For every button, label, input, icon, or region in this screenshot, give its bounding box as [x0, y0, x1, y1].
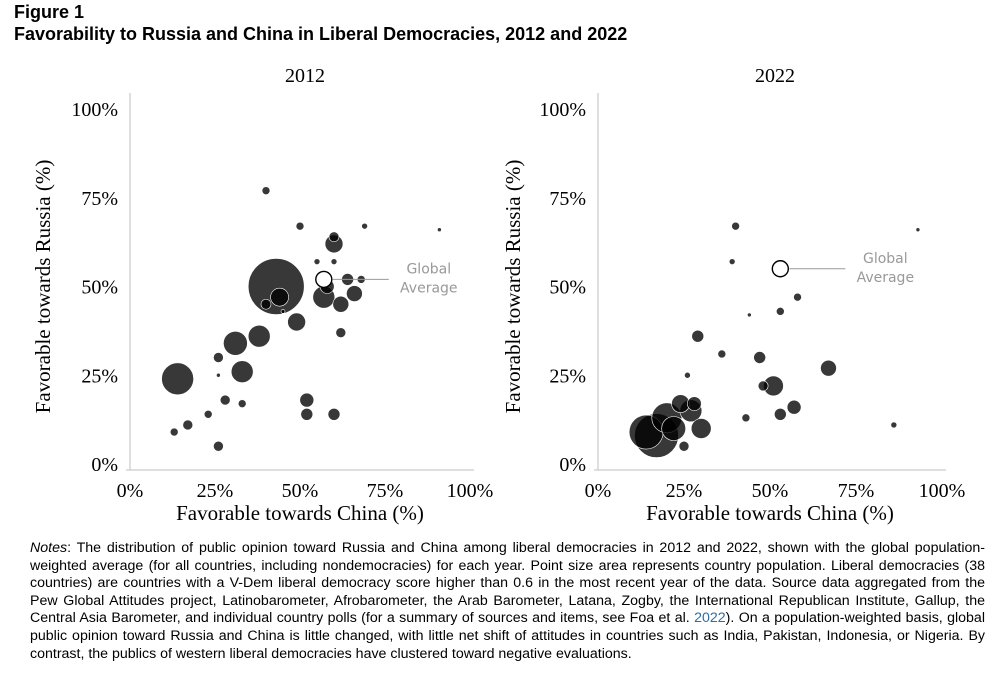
chart-2012-annotation-line-1: Global — [406, 261, 451, 277]
chart-2012-data-point — [203, 409, 213, 419]
chart-2022-x-tick-label: 75% — [838, 480, 875, 502]
chart-2022-data-point — [671, 394, 690, 413]
chart-2012-x-axis-label: Favorable towards China (%) — [176, 501, 424, 525]
notes-reference-link[interactable]: 2022 — [694, 610, 726, 627]
chart-2012-data-point — [330, 258, 338, 265]
scatter-plots: 2012 0% 25% 50% 75% 100% 0% 25% 50% 75% 100% Favora… — [31, 65, 966, 525]
chart-2012-data-point — [182, 419, 194, 431]
chart-2012-data-point — [230, 360, 254, 384]
chart-2022-y-tick-label: 50% — [549, 277, 586, 299]
chart-2022-data-point — [728, 258, 736, 265]
chart-2012-y-tick-label: 75% — [81, 188, 118, 210]
chart-2022-data-point — [690, 418, 712, 439]
chart-2022-data-point — [774, 407, 787, 421]
chart-2012-data-point — [260, 298, 272, 310]
chart-2012-data-point — [346, 285, 363, 302]
chart-2022-annotation-line-2: Average — [857, 270, 915, 286]
chart-2012-data-point — [335, 327, 347, 338]
chart-2012-global-average-marker — [315, 270, 333, 289]
chart-2022-data-point — [757, 380, 769, 392]
chart-2012-x-tick-label: 75% — [367, 480, 404, 502]
chart-2022-title: 2022 — [755, 65, 795, 87]
chart-2022-data-point — [820, 359, 837, 377]
chart-2012-data-point — [295, 221, 305, 231]
chart-2012-title: 2012 — [285, 65, 325, 87]
chart-2022-data-point — [717, 349, 727, 359]
chart-2012-data-point — [161, 362, 194, 396]
chart-2012-y-tick-label: 50% — [81, 277, 118, 299]
chart-2012-data-point — [216, 372, 221, 378]
figure-notes: Notes: The distribution of public opinio… — [30, 540, 985, 663]
chart-2012-data-point — [247, 258, 305, 315]
chart-2012-x-tick-label: 50% — [282, 480, 319, 502]
notes-tail: ). On a population-weighted basis, globa… — [30, 610, 985, 662]
chart-2012-data-point — [313, 258, 321, 265]
chart-2022-x-tick-label: 100% — [919, 480, 966, 502]
chart-2012-data-point — [169, 427, 179, 437]
chart-2022-data-point — [890, 421, 898, 429]
chart-2012-data-point — [223, 330, 248, 356]
chart-2022-data-point — [786, 399, 802, 415]
chart-2022-data-point — [684, 371, 691, 379]
chart-2012-data-point — [237, 399, 247, 408]
chart-2012-data-point — [299, 392, 315, 408]
chart-2022-data-point — [747, 312, 752, 318]
chart-2022-data-point — [741, 413, 751, 423]
chart-2022-y-axis-label: Favorable towards Russia (%) — [501, 160, 525, 414]
chart-2012-data-point — [327, 407, 341, 421]
chart-2012-data-point — [287, 312, 306, 332]
chart-2012-data-point — [213, 352, 224, 363]
chart-2022-y-tick-label: 100% — [539, 99, 586, 121]
chart-2012-x-tick-label: 0% — [117, 480, 144, 502]
chart-2012-data-point — [270, 287, 289, 307]
chart-2022-x-axis-label: Favorable towards China (%) — [646, 501, 894, 525]
chart-2022-data-point — [915, 227, 921, 232]
chart-2012-x-tick-label: 25% — [197, 480, 234, 502]
chart-2012-y-tick-label: 100% — [71, 99, 118, 121]
chart-2012-data-point — [332, 295, 350, 313]
chart-2022-data-point — [753, 351, 766, 364]
notes-lead: Notes — [30, 540, 68, 556]
chart-2022-data-point — [678, 440, 690, 452]
chart-2022-x-tick-label: 0% — [585, 480, 612, 502]
chart-2012-data-point — [219, 394, 231, 406]
chart-2012-data-point — [280, 309, 286, 314]
chart-2022-data-point — [776, 307, 785, 316]
chart-2022-annotation-line-1: Global — [863, 251, 908, 267]
chart-2022-data-point — [731, 221, 740, 231]
chart-2022-data-point — [661, 416, 686, 441]
chart-2022-data-point — [687, 396, 702, 411]
chart-2022-global-average-marker — [771, 260, 790, 278]
chart-2022-x-tick-label: 25% — [666, 480, 703, 502]
chart-2012-data-point — [261, 186, 271, 195]
chart-2012-data-point — [247, 324, 271, 348]
chart-2012-y-axis-label: Favorable towards Russia (%) — [31, 160, 55, 414]
chart-2022-y-tick-label: 25% — [549, 365, 586, 387]
chart-2012-data-point — [437, 227, 442, 232]
chart-2022-y-tick-label: 75% — [549, 188, 586, 210]
chart-2012-x-tick-label: 100% — [447, 480, 494, 502]
chart-2022-data-point — [691, 329, 705, 343]
figure-label: Figure 1 — [14, 2, 85, 22]
chart-2022-x-tick-label: 50% — [752, 480, 789, 502]
figure-title: Favorability to Russia and China in Libe… — [14, 24, 628, 44]
chart-2012-y-tick-label: 0% — [91, 454, 118, 476]
chart-2012-data-point — [213, 440, 224, 452]
chart-2012-annotation-line-2: Average — [400, 280, 458, 296]
notes-body: : The distribution of public opinion tow… — [30, 540, 985, 627]
chart-2012-data-point — [328, 231, 340, 243]
chart-2022-y-tick-label: 0% — [559, 454, 586, 476]
chart-2012-data-point — [361, 222, 368, 230]
chart-2012-y-tick-label: 25% — [81, 365, 118, 387]
chart-2022-data-point — [793, 292, 802, 302]
chart-2012-data-point — [300, 407, 314, 421]
